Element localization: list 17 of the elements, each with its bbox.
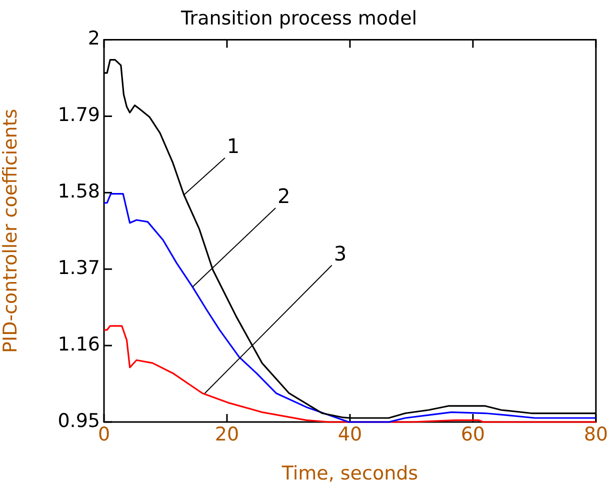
x-tick-label: 20 xyxy=(214,423,240,446)
annotation: 2 xyxy=(278,184,290,208)
y-tick-label: 2 xyxy=(88,28,100,50)
x-tick-label: 60 xyxy=(460,423,486,446)
x-tick-label: 40 xyxy=(338,423,362,446)
y-tick-label: 1.58 xyxy=(58,180,100,203)
annotation: 3 xyxy=(334,241,347,266)
y-tick-label: 1.37 xyxy=(58,257,100,280)
chart-title: Transition process model xyxy=(180,7,418,30)
y-axis-title: PID-controller coefficients xyxy=(0,108,22,353)
x-tick-label: 0 xyxy=(98,423,110,446)
annotation: 1 xyxy=(226,134,240,158)
x-axis-title: Time, seconds xyxy=(280,462,418,485)
y-tick-label: 1.79 xyxy=(58,104,100,126)
y-tick-label: 0.95 xyxy=(58,410,100,432)
x-tick-label: 80 xyxy=(584,423,608,446)
y-tick-label: 1.16 xyxy=(58,333,100,356)
